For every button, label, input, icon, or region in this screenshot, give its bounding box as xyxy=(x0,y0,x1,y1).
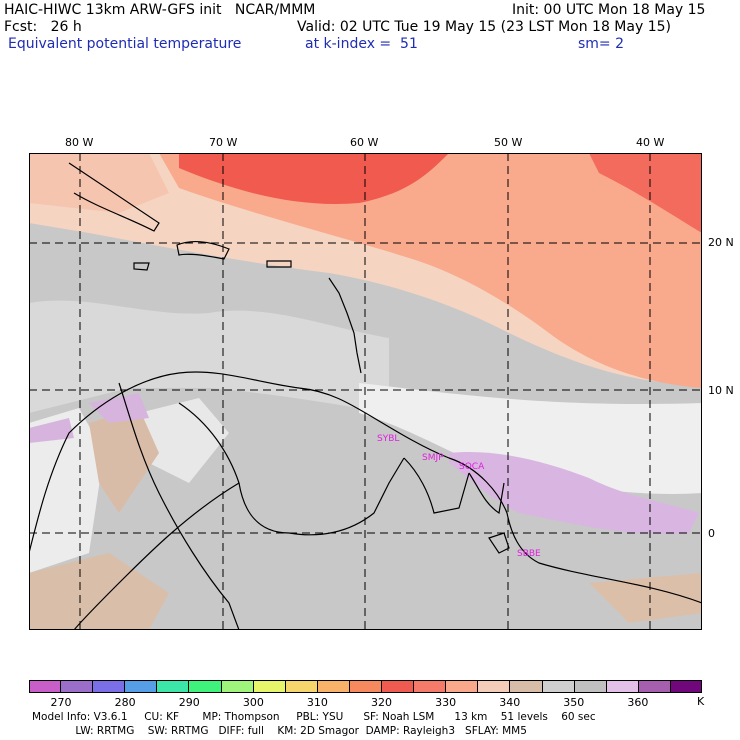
colorbar-swatch xyxy=(349,680,383,693)
lon-label-80w: 80 W xyxy=(65,136,94,149)
colorbar-swatch xyxy=(29,680,62,693)
whitish-west xyxy=(29,408,104,573)
colorbar-tick-label: 320 xyxy=(371,696,393,709)
cuba-coast xyxy=(68,162,160,232)
colorbar-swatch xyxy=(478,680,511,693)
colorbar xyxy=(29,680,702,693)
tan-patch-west xyxy=(89,408,159,513)
brazil-north-border xyxy=(73,482,240,630)
colorbar-tick-label: 340 xyxy=(499,696,521,709)
lavender-west xyxy=(29,418,74,443)
colorbar-tick-label: 270 xyxy=(50,696,72,709)
lat-label-20n: 20 N xyxy=(708,236,734,249)
antilles-arc xyxy=(328,277,362,374)
colorbar-swatch xyxy=(317,680,350,693)
suriname-border xyxy=(468,472,505,515)
colorbar-frame xyxy=(29,680,702,693)
salmon-band xyxy=(159,153,702,388)
colorbar-tick-label: 310 xyxy=(306,696,328,709)
colorbar-swatch xyxy=(446,680,479,693)
lon-label-70w: 70 W xyxy=(209,136,238,149)
model-info-line1: Model Info: V3.6.1 CU: KF MP: Thompson P… xyxy=(32,711,596,723)
forecast-hour: Fcst: 26 h xyxy=(4,19,82,35)
venezuela-border xyxy=(178,402,405,536)
colorbar-swatch xyxy=(61,680,94,693)
colorbar-swatch xyxy=(125,680,158,693)
theta-e-map: SYBL SMJP SOCA SBBE xyxy=(29,153,702,630)
colorbar-swatch xyxy=(542,680,575,693)
smoothing: sm= 2 xyxy=(578,36,625,52)
lavender-guianas xyxy=(449,452,699,534)
colorbar-tick-label: 350 xyxy=(563,696,585,709)
tan-patch-south xyxy=(29,553,169,630)
colorbar-tick-label: 330 xyxy=(435,696,457,709)
hispaniola-coast xyxy=(176,241,230,260)
colorbar-tick-label: 360 xyxy=(627,696,649,709)
colorbar-tick-label: 290 xyxy=(178,696,200,709)
colorbar-swatch xyxy=(510,680,543,693)
colorbar-swatch xyxy=(157,680,190,693)
colorbar-swatch xyxy=(253,680,286,693)
colorbar-tick-label: 300 xyxy=(242,696,264,709)
lat-label-0: 0 xyxy=(708,527,715,540)
south-america-coast xyxy=(29,371,702,604)
colorbar-swatch xyxy=(606,680,639,693)
lon-label-40w: 40 W xyxy=(636,136,665,149)
coastlines xyxy=(29,162,702,630)
tan-patch-southeast xyxy=(589,573,702,623)
lavender-colombia xyxy=(89,393,149,423)
puerto-rico-coast xyxy=(266,260,292,268)
red-core-east xyxy=(589,153,702,233)
whitish-inland xyxy=(139,398,229,483)
colorbar-swatch xyxy=(414,680,447,693)
station-label-smjp: SMJP xyxy=(422,453,444,463)
jamaica-coast xyxy=(133,262,150,271)
plot-title: HAIC-HIWC 13km ARW-GFS init NCAR/MMM xyxy=(4,2,316,18)
colorbar-swatch xyxy=(574,680,607,693)
amazon-delta xyxy=(488,532,510,554)
lat-lon-grid xyxy=(29,153,702,630)
model-info-line2: LW: RRTMG SW: RRTMG DIFF: full KM: 2D Sm… xyxy=(32,725,527,737)
colorbar-tick-label: 280 xyxy=(114,696,136,709)
colorbar-swatch xyxy=(382,680,415,693)
colorbar-swatch xyxy=(638,680,671,693)
colombia-border xyxy=(118,382,240,630)
colorbar-swatch xyxy=(189,680,222,693)
station-label-sybl: SYBL xyxy=(377,434,399,444)
whitish-band xyxy=(359,383,702,494)
lon-label-60w: 60 W xyxy=(350,136,379,149)
colorbar-unit: K xyxy=(697,695,705,708)
lon-label-50w: 50 W xyxy=(494,136,523,149)
guyana-border xyxy=(403,457,470,514)
station-label-sbbe: SBBE xyxy=(517,549,541,559)
colorbar-swatch xyxy=(285,680,318,693)
lat-label-10n: 10 N xyxy=(708,384,734,397)
colorbar-swatch xyxy=(670,680,702,693)
field-name: Equivalent potential temperature xyxy=(8,36,242,52)
red-core-north xyxy=(179,153,449,204)
map-frame xyxy=(29,153,702,630)
colorbar-swatch xyxy=(93,680,126,693)
level-index: at k-index = 51 xyxy=(305,36,418,52)
valid-time: Valid: 02 UTC Tue 19 May 15 (23 LST Mon … xyxy=(297,19,671,35)
station-label-soca: SOCA xyxy=(459,462,485,472)
init-time: Init: 00 UTC Mon 18 May 15 xyxy=(512,2,706,18)
colorbar-swatch xyxy=(221,680,254,693)
